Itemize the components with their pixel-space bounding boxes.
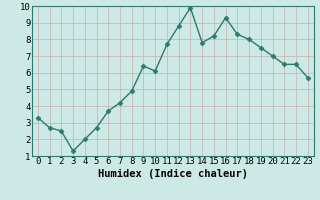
X-axis label: Humidex (Indice chaleur): Humidex (Indice chaleur) [98,169,248,179]
